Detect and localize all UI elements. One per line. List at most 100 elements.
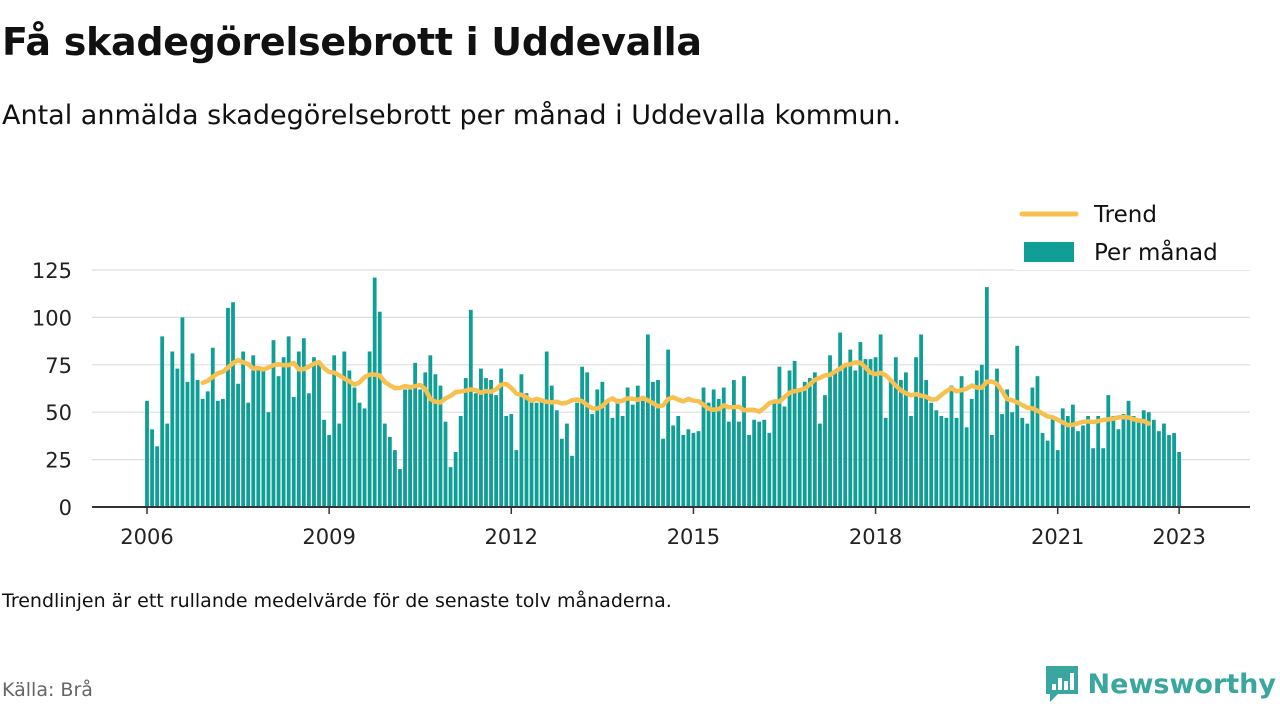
- y-tick-label: 75: [45, 354, 72, 378]
- bar: [382, 423, 387, 507]
- x-tick-label: 2023: [1152, 525, 1205, 549]
- bar: [661, 438, 665, 507]
- bar: [393, 450, 397, 507]
- bar: [1040, 433, 1045, 507]
- bar: [691, 433, 696, 507]
- bar: [939, 415, 944, 507]
- x-tick-label: 2021: [1031, 525, 1084, 549]
- bar: [863, 359, 868, 507]
- bar: [701, 387, 706, 507]
- bar: [504, 415, 509, 507]
- bar: [706, 402, 711, 507]
- bar: [160, 336, 165, 507]
- bar: [620, 415, 625, 507]
- bar: [484, 378, 488, 507]
- bar: [549, 385, 554, 507]
- bar: [463, 378, 468, 507]
- bar: [291, 397, 296, 507]
- bar: [904, 372, 908, 507]
- bar: [342, 351, 347, 507]
- bar: [797, 389, 802, 507]
- bar: [468, 309, 473, 507]
- bar: [236, 383, 240, 507]
- bar: [210, 347, 215, 507]
- bar: [1065, 415, 1070, 507]
- bar: [792, 361, 797, 507]
- bar: [1162, 423, 1166, 507]
- page-title: Få skadegörelsebrott i Uddevalla: [2, 20, 702, 64]
- bar: [777, 366, 782, 507]
- bar: [150, 429, 154, 507]
- bar: [1035, 376, 1040, 507]
- bar: [453, 452, 458, 507]
- bar: [802, 381, 807, 507]
- bar: [959, 376, 964, 507]
- page-subtitle: Antal anmälda skadegörelsebrott per måna…: [2, 100, 902, 131]
- bar: [494, 395, 499, 507]
- bar: [1172, 433, 1176, 507]
- bar: [645, 334, 650, 507]
- bar: [610, 417, 615, 507]
- bar: [479, 368, 483, 507]
- bar: [893, 357, 898, 507]
- bar: [1116, 429, 1121, 507]
- legend: Trend Per månad: [1014, 198, 1252, 270]
- bar: [812, 372, 817, 507]
- bar: [828, 355, 832, 507]
- bar: [600, 381, 605, 507]
- legend-bar-swatch: [1024, 242, 1074, 262]
- bar: [428, 355, 433, 507]
- bar: [883, 417, 888, 507]
- bar: [1157, 431, 1161, 507]
- bar: [625, 387, 630, 507]
- bar: [979, 364, 984, 507]
- bar: [762, 419, 767, 507]
- bar: [301, 338, 306, 507]
- bar: [924, 379, 929, 507]
- bar: [949, 385, 954, 507]
- bar: [1101, 448, 1106, 507]
- bar: [200, 398, 205, 507]
- bar: [539, 398, 544, 507]
- bar: [838, 332, 843, 507]
- bar: [286, 336, 291, 507]
- bar: [529, 398, 534, 507]
- bar: [990, 434, 994, 507]
- bar: [489, 379, 493, 507]
- bar: [509, 414, 514, 507]
- bar: [559, 438, 564, 507]
- bar: [327, 434, 332, 507]
- bar: [656, 379, 660, 507]
- bar: [332, 355, 337, 507]
- trend-line: [200, 357, 1152, 428]
- legend-bar-label: Per månad: [1094, 238, 1218, 266]
- bar: [423, 372, 428, 507]
- bar: [671, 425, 676, 507]
- y-tick-label: 125: [32, 259, 72, 283]
- bar: [782, 406, 787, 507]
- bar: [575, 402, 579, 507]
- bar: [1045, 440, 1050, 507]
- bar: [686, 429, 691, 507]
- bar: [1091, 448, 1096, 507]
- y-tick-label: 100: [32, 306, 72, 330]
- bar: [1167, 434, 1171, 507]
- legend-trend-label: Trend: [1093, 202, 1157, 228]
- bar: [833, 370, 837, 507]
- bar: [969, 398, 974, 507]
- y-axis-ticks: 0 25 50 75 100 125: [32, 259, 72, 520]
- bar: [438, 385, 443, 507]
- bar: [337, 423, 342, 507]
- bar: [362, 408, 367, 507]
- bar: [185, 381, 190, 507]
- source-label: Källa: Brå: [2, 679, 93, 701]
- bar: [1121, 414, 1126, 507]
- bar: [995, 368, 999, 507]
- bar: [322, 419, 326, 507]
- bar: [1106, 395, 1111, 507]
- bar: [398, 469, 402, 507]
- bar: [519, 374, 524, 507]
- bar: [666, 349, 671, 507]
- bar-series: [145, 277, 1182, 507]
- bar: [605, 400, 610, 507]
